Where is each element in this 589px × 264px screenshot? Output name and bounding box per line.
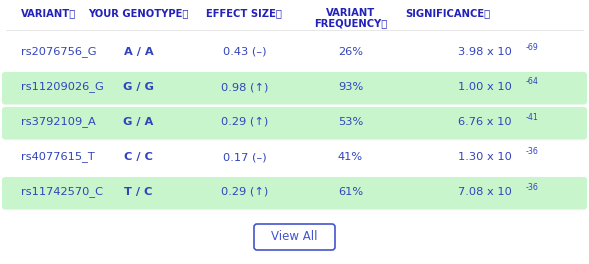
Text: 7.08 x 10: 7.08 x 10 <box>458 187 511 197</box>
Text: EFFECT SIZEⓘ: EFFECT SIZEⓘ <box>207 8 282 18</box>
Text: 1.00 x 10: 1.00 x 10 <box>458 82 511 92</box>
Text: 3.98 x 10: 3.98 x 10 <box>458 47 511 57</box>
Text: 61%: 61% <box>338 187 363 197</box>
Text: VARIANT: VARIANT <box>326 8 375 18</box>
FancyBboxPatch shape <box>2 107 587 140</box>
Text: rs2076756_G: rs2076756_G <box>21 46 96 58</box>
Text: C / C: C / C <box>124 152 153 162</box>
Text: 0.43 (–): 0.43 (–) <box>223 47 266 57</box>
Text: -69: -69 <box>525 43 538 51</box>
Text: 41%: 41% <box>338 152 363 162</box>
Text: -64: -64 <box>525 78 538 87</box>
Text: 0.29 (↑): 0.29 (↑) <box>221 117 268 127</box>
Text: rs3792109_A: rs3792109_A <box>21 116 95 128</box>
Text: rs11209026_G: rs11209026_G <box>21 82 103 92</box>
Text: 0.98 (↑): 0.98 (↑) <box>221 82 268 92</box>
Text: YOUR GENOTYPEⓘ: YOUR GENOTYPEⓘ <box>88 8 188 18</box>
Text: -36: -36 <box>525 148 538 157</box>
Text: -36: -36 <box>525 182 538 191</box>
Text: SIGNIFICANCEⓘ: SIGNIFICANCEⓘ <box>405 8 490 18</box>
Text: G / G: G / G <box>123 82 154 92</box>
Text: 1.30 x 10: 1.30 x 10 <box>458 152 511 162</box>
Text: rs4077615_T: rs4077615_T <box>21 152 94 162</box>
FancyBboxPatch shape <box>254 224 335 250</box>
FancyBboxPatch shape <box>2 177 587 210</box>
Text: 6.76 x 10: 6.76 x 10 <box>458 117 511 127</box>
Text: 0.29 (↑): 0.29 (↑) <box>221 187 268 197</box>
Text: 53%: 53% <box>338 117 363 127</box>
Text: 0.17 (–): 0.17 (–) <box>223 152 266 162</box>
Text: View All: View All <box>272 230 317 243</box>
Text: A / A: A / A <box>124 47 153 57</box>
Text: rs11742570_C: rs11742570_C <box>21 187 102 197</box>
Text: FREQUENCYⓘ: FREQUENCYⓘ <box>314 18 387 28</box>
Text: VARIANTⓘ: VARIANTⓘ <box>21 8 76 18</box>
Text: T / C: T / C <box>124 187 153 197</box>
Text: -41: -41 <box>525 112 538 121</box>
Text: G / A: G / A <box>123 117 154 127</box>
Text: 93%: 93% <box>338 82 363 92</box>
Text: 26%: 26% <box>338 47 363 57</box>
FancyBboxPatch shape <box>2 72 587 105</box>
